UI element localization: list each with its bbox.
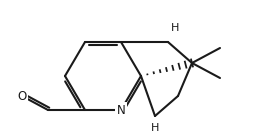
Text: N: N [117, 104, 125, 116]
Text: H: H [171, 23, 179, 33]
Text: O: O [17, 90, 27, 103]
Text: H: H [151, 123, 159, 133]
